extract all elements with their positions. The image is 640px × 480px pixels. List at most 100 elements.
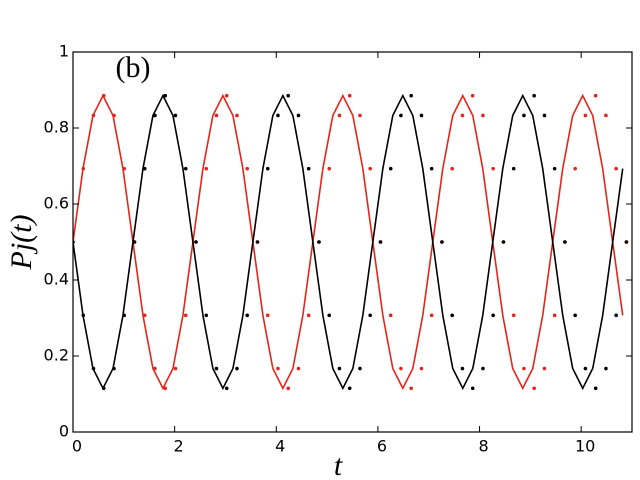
dot — [429, 166, 434, 171]
dot — [286, 386, 291, 391]
line — [73, 93, 624, 391]
dot — [101, 386, 106, 391]
dot — [214, 366, 219, 371]
dot — [296, 113, 301, 118]
dot — [481, 113, 485, 118]
plot-frame — [72, 51, 633, 433]
dot — [388, 313, 393, 318]
dot — [112, 366, 116, 371]
y-tick-label: 0.6 — [44, 194, 69, 213]
dot — [552, 166, 557, 171]
x-tick-label: 6 — [377, 437, 387, 456]
dot — [347, 386, 352, 391]
dot — [429, 313, 434, 318]
dot — [194, 240, 198, 244]
y-tick-label: 1 — [59, 42, 69, 61]
dot — [142, 313, 147, 318]
dot — [173, 366, 178, 371]
dot — [583, 113, 588, 118]
dot — [593, 386, 598, 391]
dot — [624, 240, 629, 244]
dot — [132, 240, 137, 244]
dot — [614, 313, 618, 318]
dot — [491, 166, 495, 171]
dot — [276, 113, 280, 118]
dot — [183, 313, 188, 318]
dot — [419, 366, 424, 371]
dot — [511, 313, 516, 318]
x-tick-label: 8 — [478, 437, 488, 456]
dot — [470, 386, 475, 391]
dot — [327, 166, 332, 171]
dot — [573, 313, 577, 318]
dot — [224, 93, 229, 98]
x-axis-label: t — [334, 449, 343, 480]
dot — [347, 93, 352, 98]
dot — [368, 313, 372, 318]
dot — [470, 93, 475, 98]
dot — [409, 93, 413, 98]
dot — [399, 113, 403, 118]
dot — [255, 240, 260, 244]
dot — [245, 313, 250, 318]
x-tick-label: 10 — [575, 437, 595, 456]
dot — [614, 166, 618, 171]
dot — [214, 113, 219, 118]
dot — [327, 313, 332, 318]
dot — [265, 166, 270, 171]
dot — [317, 240, 321, 244]
dot — [306, 166, 311, 171]
y-tick-label: 0.4 — [44, 270, 69, 289]
dot — [522, 366, 526, 371]
dot — [235, 366, 239, 371]
x-tick-label: 4 — [275, 437, 285, 456]
dot — [245, 166, 250, 171]
dot — [552, 313, 557, 318]
dot — [91, 366, 96, 371]
dot — [142, 166, 147, 171]
dot — [511, 166, 516, 171]
dot — [532, 386, 536, 391]
dot — [419, 113, 424, 118]
dot — [265, 313, 270, 318]
y-axis-label: Pj(t) — [5, 215, 38, 271]
dot — [81, 166, 86, 171]
dot — [583, 366, 588, 371]
dot — [296, 366, 301, 371]
dot — [122, 166, 127, 171]
dot — [440, 240, 444, 244]
dot — [235, 113, 239, 118]
dot — [501, 240, 506, 244]
dot — [604, 366, 608, 371]
dot — [122, 313, 127, 318]
dot — [450, 166, 455, 171]
dot — [183, 166, 188, 171]
dot — [358, 113, 362, 118]
dot — [358, 366, 362, 371]
dot — [153, 113, 157, 118]
dot — [204, 313, 209, 318]
dot — [204, 166, 209, 171]
dot — [378, 240, 383, 244]
y-tick-label: 0.8 — [44, 118, 69, 137]
dot — [276, 366, 280, 371]
dot — [481, 366, 485, 371]
line — [73, 93, 624, 391]
dot — [399, 366, 403, 371]
dot — [450, 313, 455, 318]
dot — [91, 113, 96, 118]
dot — [101, 93, 106, 98]
plot-area — [73, 93, 629, 391]
annotation: (b) — [116, 51, 151, 84]
dot — [224, 386, 229, 391]
dot — [522, 113, 526, 118]
dot — [542, 366, 547, 371]
dot — [81, 313, 86, 318]
dot — [409, 386, 413, 391]
dot — [368, 166, 372, 171]
dot — [604, 113, 608, 118]
dot — [153, 366, 157, 371]
